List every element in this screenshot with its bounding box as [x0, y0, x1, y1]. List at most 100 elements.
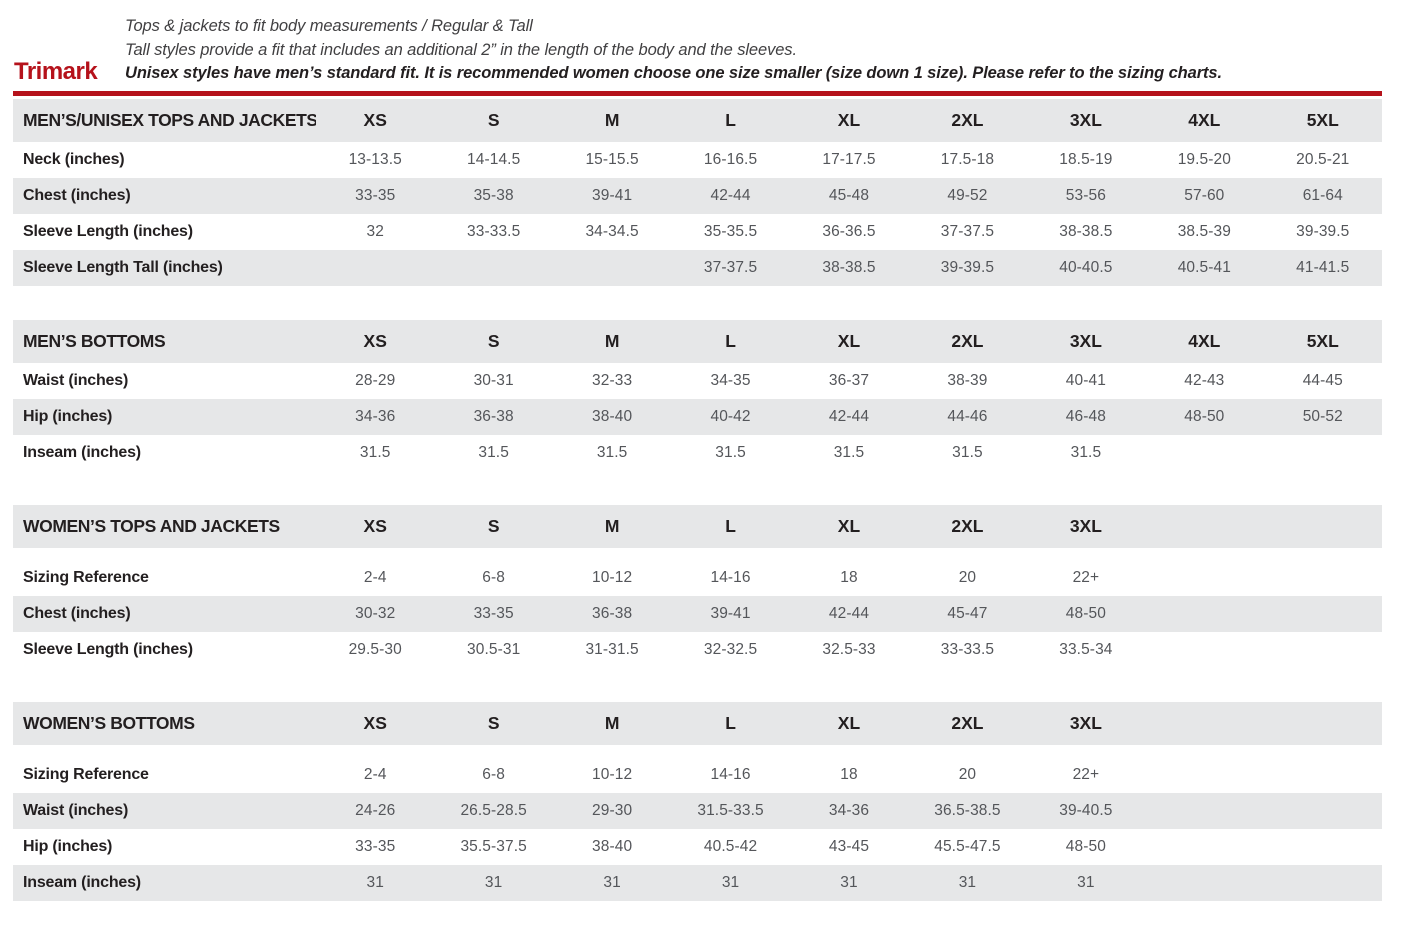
size-header-l: L: [725, 330, 736, 351]
cell-value: 24-26: [355, 801, 396, 819]
size-header-l: L: [725, 712, 736, 733]
size-header-5xl: 5XL: [1306, 109, 1339, 130]
cell-value: 38-38.5: [822, 258, 876, 276]
intro-text-block: Tops & jackets to fit body measurements …: [125, 15, 1404, 86]
row-label: Chest (inches): [23, 604, 131, 622]
cell-value: 38.5-39: [1177, 222, 1231, 240]
cell-value: 31.5: [715, 443, 746, 461]
cell-value: 18.5-19: [1059, 150, 1113, 168]
row-label: Inseam (inches): [23, 873, 141, 891]
cell-value: 17.5-18: [940, 150, 995, 168]
cell-value: 31: [603, 873, 621, 891]
tables-container: MEN’S/UNISEX TOPS AND JACKETS XS S M L XL 2XL 3…: [0, 98, 1404, 901]
size-header-xl: XL: [837, 330, 861, 351]
cell-value: 36-36.5: [822, 222, 876, 240]
size-header-xl: XL: [837, 109, 861, 130]
cell-value: 39-41: [592, 186, 633, 204]
cell-value: 31: [721, 873, 740, 891]
cell-value: 34-36: [355, 407, 396, 425]
cell-value: 31: [1077, 873, 1095, 891]
table-title: WOMEN’S TOPS AND JACKETS: [23, 515, 280, 536]
cell-value: 32: [366, 222, 384, 240]
intro-line-3: Unisex styles have men’s standard fit. I…: [125, 64, 1222, 82]
cell-value: 43-45: [828, 837, 870, 855]
table-row: Chest (inches) 30-32 33-35 36-38 39-41 42-44 4…: [13, 595, 1382, 632]
row-label: Inseam (inches): [23, 443, 141, 461]
table-title: WOMEN’S BOTTOMS: [23, 712, 195, 733]
size-header-3xl: 3XL: [1069, 515, 1102, 536]
row-label: Chest (inches): [23, 186, 131, 204]
cell-value: 48-50: [1065, 837, 1106, 855]
size-header-3xl: 3XL: [1069, 109, 1102, 130]
row-label: Waist (inches): [23, 371, 129, 389]
cell-value: 34-36: [828, 801, 870, 819]
table-women-s-tops-and-jackets: WOMEN’S TOPS AND JACKETS XS S M L XL 2XL 3XL Siz…: [13, 504, 1382, 668]
table-row: Sleeve Length (inches) 29.5-30 30.5-31 31-3…: [13, 631, 1382, 668]
cell-value: 46-48: [1065, 407, 1106, 425]
size-header-xl: XL: [837, 515, 861, 536]
table-row: Waist (inches) 28-29 30-31 32-33 34-35 36-37 3…: [13, 362, 1382, 399]
cell-value: 38-40: [592, 407, 633, 425]
size-header-s: S: [487, 109, 500, 130]
cell-value: 42-43: [1184, 371, 1225, 389]
table-row: Sizing Reference 2-4 6-8 10-12 14-16 18 20 22+: [13, 756, 1382, 793]
intro-line-1: Tops & jackets to fit body measurements …: [125, 17, 533, 35]
cell-value: 30.5-31: [467, 640, 521, 658]
cell-value: 33-35: [473, 604, 514, 622]
cell-value: 31: [958, 873, 977, 891]
table-women-s-bottoms: WOMEN’S BOTTOMS XS S M L XL 2XL 3XL Sizing Refer…: [13, 701, 1382, 901]
row-label: Hip (inches): [23, 407, 113, 425]
table-row: Neck (inches) 13-13.5 14-14.5 15-15.5 16-16.…: [13, 141, 1382, 178]
cell-value: 44-46: [947, 407, 988, 425]
cell-value: 33-35: [355, 186, 396, 204]
cell-value: 42-44: [828, 604, 870, 622]
cell-value: 29-30: [592, 801, 633, 819]
cell-value: 45-47: [947, 604, 988, 622]
table-header-row: MEN’S BOTTOMS XS S M L XL 2XL 3XL 4XL 5XL: [13, 319, 1382, 363]
cell-value: 40-40.5: [1059, 258, 1113, 276]
table-header-row: WOMEN’S BOTTOMS XS S M L XL 2XL 3XL: [13, 701, 1382, 745]
cell-value: 42-44: [828, 407, 870, 425]
size-header-2xl: 2XL: [951, 109, 984, 130]
table-row: Hip (inches) 34-36 36-38 38-40 40-42 42-44 44-…: [13, 398, 1382, 435]
cell-value: 36.5-38.5: [934, 801, 1001, 819]
cell-value: 26.5-28.5: [460, 801, 527, 819]
size-header-3xl: 3XL: [1069, 330, 1102, 351]
cell-value: 32-33: [592, 371, 633, 389]
table-row: Inseam (inches) 31.5 31.5 31.5 31.5 31.5 31.5 3…: [13, 434, 1382, 471]
cell-value: 2-4: [363, 765, 387, 783]
table-row: Chest (inches) 33-35 35-38 39-41 42-44 45-48 4…: [13, 177, 1382, 214]
page-header: Trimark Tops & jackets to fit body measu…: [0, 0, 1404, 86]
table-men-s-unisex-tops-and-jackets: MEN’S/UNISEX TOPS AND JACKETS XS S M L XL 2XL 3…: [13, 98, 1382, 286]
cell-value: 14-16: [710, 568, 751, 586]
cell-value: 33-33.5: [940, 640, 995, 658]
cell-value: 37-37.5: [940, 222, 995, 240]
cell-value: 28-29: [355, 371, 396, 389]
cell-value: 39-41: [710, 604, 751, 622]
size-header-4xl: 4XL: [1188, 330, 1221, 351]
cell-value: 14-16: [710, 765, 751, 783]
cell-value: 38-39: [947, 371, 988, 389]
cell-value: 14-14.5: [467, 150, 521, 168]
cell-value: 31.5: [952, 443, 983, 461]
cell-value: 48-50: [1065, 604, 1106, 622]
row-label: Sizing Reference: [23, 765, 149, 783]
trimark-logo: Trimark: [14, 57, 98, 85]
cell-value: 18: [840, 568, 858, 586]
header-spacer: [13, 744, 1382, 757]
cell-value: 32-32.5: [703, 640, 758, 658]
cell-value: 16-16.5: [703, 150, 758, 168]
size-header-s: S: [487, 330, 500, 351]
cell-value: 10-12: [592, 765, 633, 783]
size-header-xs: XS: [363, 109, 387, 130]
cell-value: 38-40: [592, 837, 633, 855]
cell-value: 40-41: [1065, 371, 1106, 389]
cell-value: 15-15.5: [585, 150, 639, 168]
row-label: Sleeve Length (inches): [23, 640, 193, 658]
cell-value: 17-17.5: [822, 150, 876, 168]
intro-line-2: Tall styles provide a fit that includes …: [125, 40, 797, 59]
cell-value: 20: [958, 765, 977, 783]
size-header-m: M: [604, 515, 620, 536]
cell-value: 40-42: [710, 407, 751, 425]
